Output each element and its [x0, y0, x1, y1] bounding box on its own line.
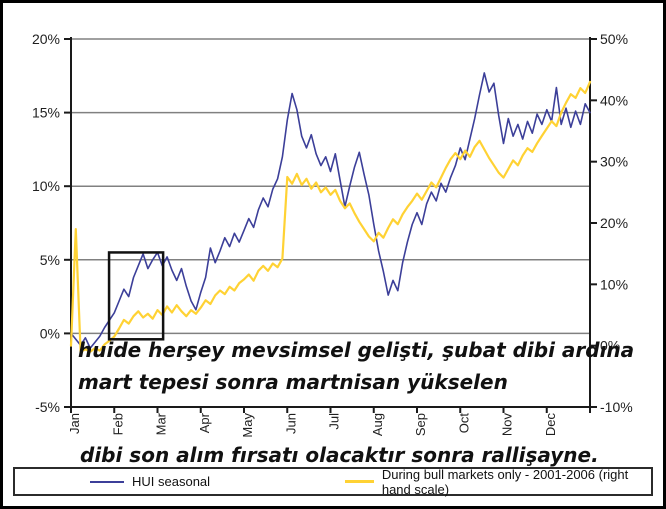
right-axis-tick-label: 30%	[600, 154, 628, 170]
left-axis-tick-label: 0%	[40, 325, 60, 341]
month-tick-label: Aug	[370, 413, 385, 436]
right-axis-tick-label: 0%	[600, 338, 620, 354]
month-tick-label: Apr	[197, 412, 212, 433]
left-axis-tick-label: 20%	[32, 31, 60, 47]
right-axis-tick-label: 10%	[600, 276, 628, 292]
left-axis-tick-label: 15%	[32, 105, 60, 121]
month-tick-label: May	[240, 413, 255, 438]
month-tick-label: Dec	[543, 413, 558, 437]
bull-markets-line	[69, 80, 592, 353]
left-axis-tick-label: 5%	[40, 252, 60, 268]
chart-legend: HUI seasonal During bull markets only - …	[13, 466, 653, 497]
annotation-line-2: mart tepesi sonra martnisan yükselen	[78, 370, 508, 394]
hui-seasonal-line	[70, 72, 591, 349]
annotation-line-1: huide herşey mevsimsel gelişti, şubat di…	[78, 338, 635, 362]
left-axis-tick-label: -5%	[35, 399, 60, 415]
feb-mar-highlight-box	[107, 251, 165, 341]
legend-label-bull-markets: During bull markets only - 2001-2006 (ri…	[381, 466, 629, 497]
month-tick-label: Jan	[67, 413, 82, 434]
month-tick-label: Jun	[283, 413, 298, 434]
annotation-line-3: dibi son alım fırsatı olacaktır sonra ra…	[80, 443, 599, 470]
month-tick-label: Jul	[327, 413, 342, 430]
month-tick-label: Mar	[154, 412, 169, 435]
left-axis-tick-label: 10%	[32, 178, 60, 194]
month-tick-label: Feb	[110, 413, 125, 435]
legend-label-hui-seasonal: HUI seasonal	[132, 474, 211, 489]
right-axis-tick-label: 50%	[600, 31, 628, 47]
legend-item-hui-seasonal: HUI seasonal	[90, 469, 210, 494]
month-tick-label: Sep	[413, 413, 428, 436]
yellow-line-swatch-icon	[345, 480, 374, 483]
blue-line-swatch-icon	[90, 480, 124, 483]
month-tick-label: Oct	[456, 413, 471, 434]
right-axis-tick-label: 20%	[600, 215, 628, 231]
right-axis-tick-label: -10%	[600, 399, 633, 415]
month-tick-label: Nov	[500, 413, 515, 437]
legend-item-bull-markets: During bull markets only - 2001-2006 (ri…	[345, 466, 651, 497]
right-axis-tick-label: 40%	[600, 92, 628, 108]
